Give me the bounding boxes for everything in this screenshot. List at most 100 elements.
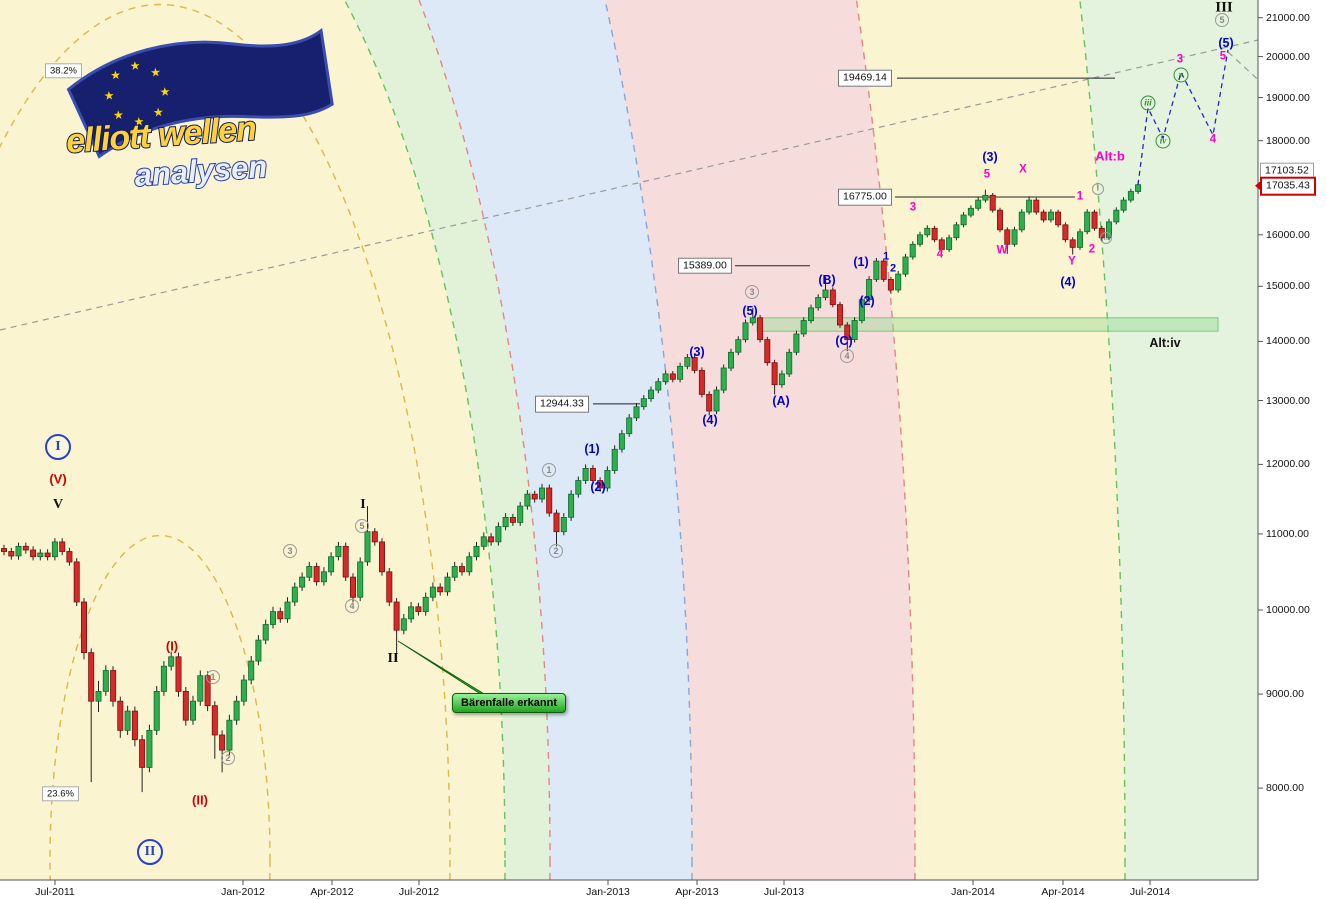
candle [684, 354, 691, 370]
candle [589, 465, 596, 484]
candle [204, 671, 211, 712]
candle [1047, 209, 1054, 223]
candle [902, 253, 909, 277]
candle [757, 315, 764, 343]
candle [1091, 209, 1098, 231]
candle [982, 189, 989, 203]
candle [800, 317, 807, 337]
candle [698, 367, 705, 398]
candle [284, 597, 291, 623]
candle [488, 533, 495, 546]
candle [226, 714, 233, 755]
candle [386, 568, 393, 606]
candle [1106, 218, 1113, 241]
candle [953, 221, 960, 241]
candle [517, 501, 524, 526]
candle [546, 484, 553, 517]
candle [669, 371, 676, 383]
alt-iv-support-zone [756, 317, 1219, 332]
candle [1069, 237, 1076, 255]
candle [313, 562, 320, 586]
candle [858, 296, 865, 324]
candle [509, 513, 516, 526]
candle [553, 509, 560, 547]
candle [822, 276, 829, 301]
candle [66, 547, 73, 566]
svg-text:★: ★ [159, 84, 171, 99]
candle [37, 549, 44, 561]
candle [728, 348, 735, 371]
candle [1011, 226, 1018, 247]
candle [320, 567, 327, 586]
candle [248, 656, 255, 685]
candle [357, 557, 364, 602]
candle [735, 336, 742, 356]
candle [887, 276, 894, 294]
candle [793, 330, 800, 356]
candle [924, 225, 931, 238]
svg-text:★: ★ [133, 114, 145, 129]
candle [626, 414, 633, 437]
candle [691, 354, 698, 374]
candle [706, 391, 713, 416]
candle [437, 583, 444, 596]
candle [1033, 197, 1040, 215]
candle [415, 602, 422, 616]
candle [51, 538, 58, 561]
candle [837, 301, 844, 328]
candle [997, 207, 1004, 233]
svg-text:★: ★ [103, 88, 115, 103]
candle [291, 582, 298, 606]
candle [778, 370, 785, 388]
candle [749, 307, 756, 326]
candle [633, 403, 640, 421]
candle [102, 665, 109, 696]
candle [1040, 209, 1047, 223]
candle [429, 582, 436, 602]
candle [451, 561, 458, 581]
candle [22, 542, 29, 554]
candle [277, 607, 284, 623]
candle [480, 532, 487, 550]
candle [662, 370, 669, 385]
candle [866, 276, 873, 303]
candle [880, 258, 887, 282]
candle [597, 477, 604, 492]
candle [771, 359, 778, 395]
candle [422, 592, 429, 616]
candle [168, 651, 175, 671]
candle [95, 680, 102, 712]
candle [160, 661, 167, 696]
candle [73, 558, 80, 606]
candle [117, 696, 124, 738]
candle [1062, 222, 1069, 243]
candle [604, 466, 611, 492]
candle [408, 602, 415, 623]
candle [975, 197, 982, 211]
candle [44, 549, 51, 561]
candle [15, 542, 22, 560]
candle [502, 513, 509, 531]
candle [1004, 227, 1011, 254]
candle [1084, 209, 1091, 235]
candle [328, 552, 335, 576]
candle [938, 237, 945, 253]
candle [873, 258, 880, 282]
candle [306, 561, 313, 581]
candle [175, 652, 182, 697]
candle [473, 541, 480, 561]
candle [851, 317, 858, 343]
candle [677, 362, 684, 383]
candle [575, 476, 582, 498]
wave-projection [1137, 49, 1229, 185]
candle [909, 241, 916, 260]
candle [269, 606, 276, 629]
logo-line2: analysen [133, 149, 268, 193]
candle [931, 225, 938, 243]
candle [131, 706, 138, 747]
candle [146, 724, 153, 773]
candle [524, 490, 531, 510]
candle [378, 538, 385, 576]
